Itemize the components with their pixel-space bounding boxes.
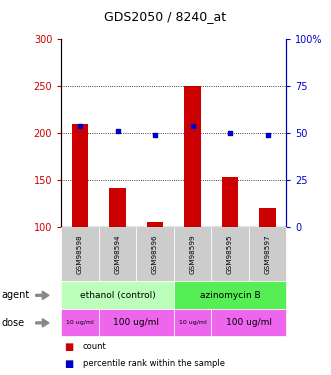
Text: count: count: [83, 342, 107, 351]
Text: GSM98596: GSM98596: [152, 234, 158, 274]
Text: ■: ■: [65, 342, 74, 352]
Text: dose: dose: [2, 318, 25, 328]
Point: [265, 132, 270, 138]
Text: agent: agent: [2, 290, 30, 300]
Text: GSM98599: GSM98599: [190, 234, 196, 274]
Text: ethanol (control): ethanol (control): [80, 291, 155, 300]
Bar: [259, 208, 276, 227]
Bar: [71, 124, 88, 227]
Text: GSM98595: GSM98595: [227, 234, 233, 274]
Bar: [221, 177, 238, 227]
Text: GSM98594: GSM98594: [115, 234, 120, 274]
Text: 100 ug/ml: 100 ug/ml: [226, 318, 272, 327]
Text: 10 ug/ml: 10 ug/ml: [66, 320, 94, 326]
Bar: [147, 222, 164, 227]
Text: GDS2050 / 8240_at: GDS2050 / 8240_at: [105, 10, 226, 23]
Text: 100 ug/ml: 100 ug/ml: [113, 318, 159, 327]
Text: GSM98597: GSM98597: [264, 234, 270, 274]
Text: azinomycin B: azinomycin B: [200, 291, 260, 300]
Point: [77, 123, 83, 129]
Point: [190, 123, 195, 129]
Text: percentile rank within the sample: percentile rank within the sample: [83, 359, 225, 368]
Text: ■: ■: [65, 359, 74, 369]
Point: [152, 132, 158, 138]
Point: [115, 128, 120, 134]
Point: [227, 130, 233, 136]
Text: 10 ug/ml: 10 ug/ml: [179, 320, 207, 326]
Bar: [109, 188, 126, 227]
Text: GSM98598: GSM98598: [77, 234, 83, 274]
Bar: [184, 86, 201, 227]
